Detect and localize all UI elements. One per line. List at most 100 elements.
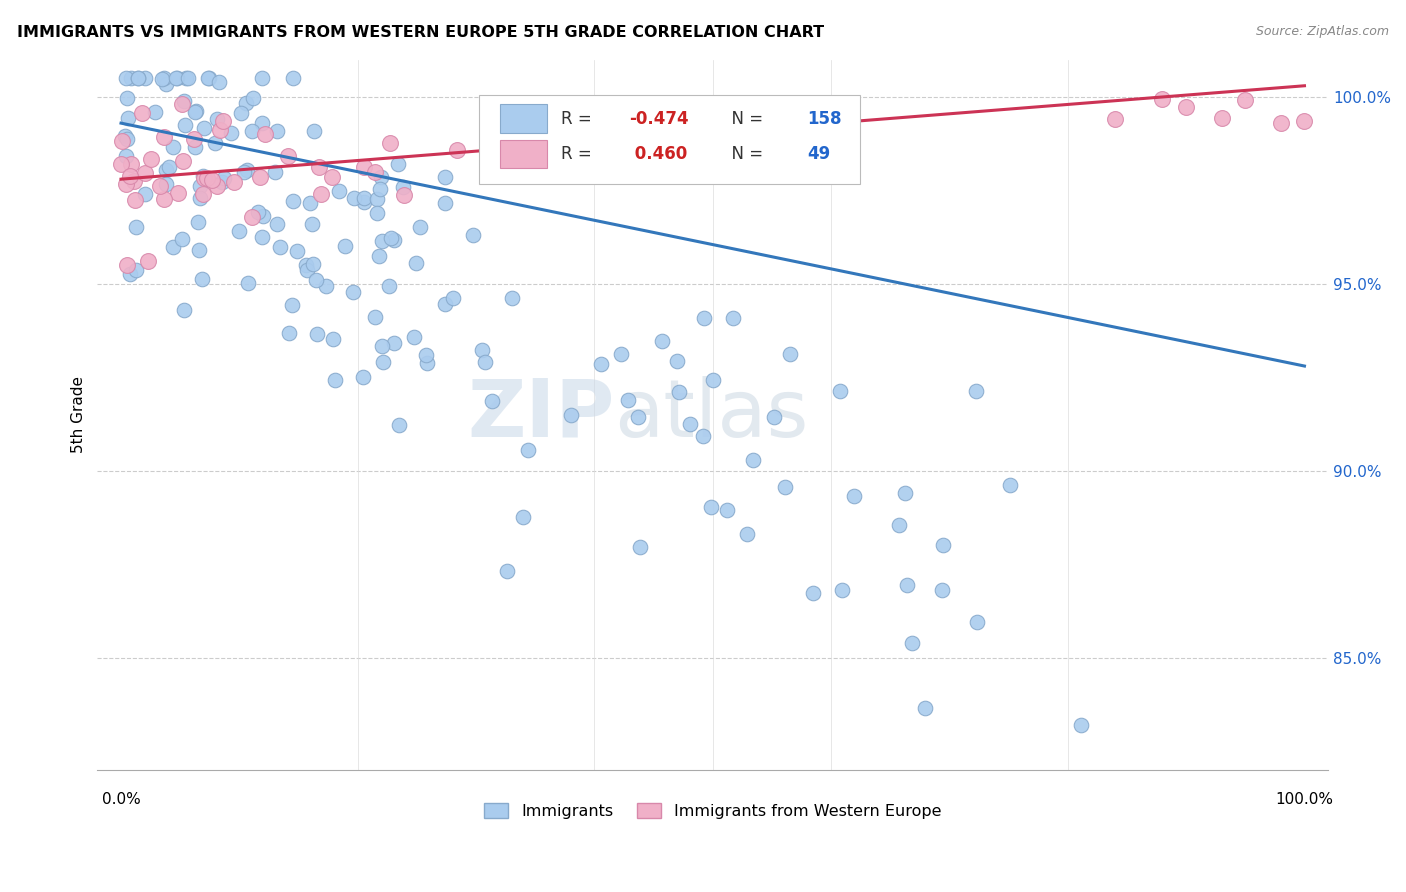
Point bbox=[1175, 100, 1198, 114]
Point bbox=[1152, 91, 1174, 105]
Point bbox=[121, 157, 143, 171]
Point bbox=[387, 156, 409, 170]
Point bbox=[366, 206, 388, 220]
Point bbox=[155, 163, 177, 178]
Point bbox=[668, 384, 690, 399]
Point bbox=[371, 354, 394, 368]
Point bbox=[560, 408, 582, 422]
Point bbox=[481, 394, 503, 409]
Point bbox=[1234, 93, 1257, 107]
Point bbox=[143, 104, 166, 119]
Point bbox=[526, 143, 548, 157]
Point bbox=[434, 297, 457, 311]
Point bbox=[150, 71, 173, 86]
Text: 49: 49 bbox=[807, 145, 831, 163]
Text: 0.0%: 0.0% bbox=[101, 792, 141, 807]
Point bbox=[166, 71, 188, 86]
Point bbox=[153, 71, 176, 86]
Point bbox=[250, 230, 273, 244]
Point bbox=[702, 373, 724, 387]
Point bbox=[155, 77, 177, 91]
Point bbox=[115, 71, 138, 86]
Point bbox=[117, 112, 139, 126]
Point bbox=[162, 240, 184, 254]
Point bbox=[1294, 113, 1316, 128]
Point bbox=[380, 231, 402, 245]
Point bbox=[266, 124, 288, 138]
Point bbox=[247, 204, 270, 219]
Text: R =: R = bbox=[561, 110, 598, 128]
Text: IMMIGRANTS VS IMMIGRANTS FROM WESTERN EUROPE 5TH GRADE CORRELATION CHART: IMMIGRANTS VS IMMIGRANTS FROM WESTERN EU… bbox=[17, 25, 824, 40]
Point bbox=[307, 327, 329, 342]
Point bbox=[382, 233, 405, 247]
Point bbox=[690, 107, 713, 121]
Point bbox=[463, 227, 485, 242]
Point bbox=[242, 91, 264, 105]
Point bbox=[124, 263, 146, 277]
Point bbox=[283, 71, 305, 86]
Point bbox=[322, 332, 344, 346]
Point bbox=[616, 392, 638, 407]
Point bbox=[122, 174, 145, 188]
Point bbox=[205, 112, 228, 126]
Point bbox=[323, 373, 346, 387]
Point bbox=[120, 268, 142, 282]
Point bbox=[409, 219, 432, 234]
Point bbox=[120, 71, 142, 86]
Text: N =: N = bbox=[721, 110, 769, 128]
Point bbox=[228, 224, 250, 238]
Text: atlas: atlas bbox=[614, 376, 808, 454]
Point bbox=[610, 346, 633, 360]
Point bbox=[368, 249, 391, 263]
Point bbox=[240, 124, 263, 138]
Point bbox=[195, 170, 218, 185]
Point bbox=[219, 126, 242, 140]
Point bbox=[627, 409, 650, 424]
Point bbox=[966, 615, 988, 630]
Point bbox=[1104, 112, 1126, 127]
Point bbox=[801, 586, 824, 600]
Point bbox=[127, 71, 149, 86]
Point bbox=[328, 184, 350, 198]
Point bbox=[392, 188, 415, 202]
Point bbox=[932, 538, 955, 552]
FancyBboxPatch shape bbox=[479, 95, 860, 184]
Point bbox=[240, 211, 263, 225]
Point bbox=[773, 480, 796, 494]
Point bbox=[496, 564, 519, 578]
Point bbox=[235, 96, 257, 111]
Point bbox=[353, 161, 375, 175]
Text: 158: 158 bbox=[807, 110, 842, 128]
Point bbox=[184, 105, 207, 120]
Point bbox=[277, 326, 299, 340]
Point bbox=[434, 169, 457, 184]
Point bbox=[446, 143, 468, 157]
Point bbox=[371, 339, 394, 353]
Point bbox=[415, 348, 437, 362]
Point bbox=[269, 239, 291, 253]
Point bbox=[405, 255, 427, 269]
Point bbox=[280, 298, 302, 312]
Point bbox=[165, 71, 187, 86]
Point bbox=[211, 175, 233, 189]
Point bbox=[589, 357, 612, 371]
Point bbox=[152, 192, 174, 206]
Text: N =: N = bbox=[721, 145, 769, 163]
Point bbox=[263, 165, 285, 179]
Point bbox=[187, 215, 209, 229]
Point bbox=[914, 700, 936, 714]
Point bbox=[378, 278, 401, 293]
Point bbox=[735, 526, 758, 541]
Point bbox=[172, 154, 194, 169]
Point bbox=[894, 486, 917, 500]
Point bbox=[238, 277, 260, 291]
Text: 0.460: 0.460 bbox=[628, 145, 688, 163]
Point bbox=[889, 517, 911, 532]
Point bbox=[277, 149, 299, 163]
Point bbox=[173, 94, 195, 108]
Point bbox=[388, 418, 411, 433]
Point bbox=[193, 186, 215, 201]
Point bbox=[402, 330, 425, 344]
Point bbox=[441, 291, 464, 305]
Point bbox=[177, 71, 200, 86]
